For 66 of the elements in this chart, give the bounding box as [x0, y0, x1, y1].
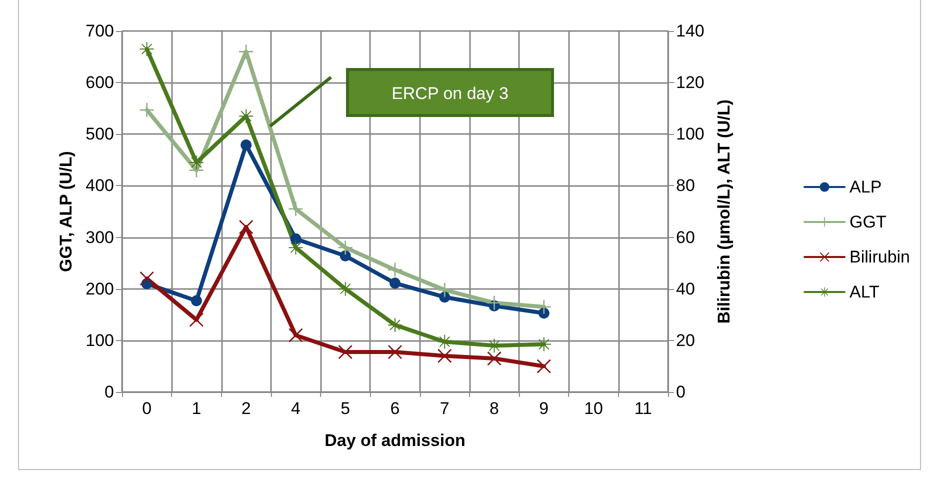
point [439, 292, 450, 303]
point [536, 337, 551, 352]
x-tick-label: 5 [340, 399, 350, 418]
x-tick-label: 2 [241, 399, 251, 418]
x-tick-label: 6 [390, 399, 400, 418]
y-tick-label: 100 [86, 330, 114, 350]
y2-axis-title: Bilirubin (µmol/L), ALT (U/L) [714, 99, 734, 324]
point [438, 348, 452, 363]
point [189, 156, 204, 170]
x-axis-title: Day of admission [324, 431, 466, 450]
point [239, 220, 254, 234]
x-tick-label: 1 [192, 399, 202, 418]
point [290, 233, 302, 244]
point [536, 359, 551, 374]
point [190, 295, 202, 306]
point [487, 296, 502, 310]
point [388, 345, 402, 360]
x-tick-label: 11 [634, 399, 652, 418]
y2-tick-label: 20 [676, 330, 695, 350]
point [140, 42, 154, 56]
point [388, 318, 402, 332]
y-tick-label: 200 [86, 279, 114, 298]
y2-tick-label: 60 [676, 228, 695, 247]
point [487, 338, 502, 353]
point [288, 328, 303, 342]
y-tick-label: 0 [104, 382, 114, 402]
point [390, 278, 400, 289]
y2-tick-label: 120 [676, 73, 704, 92]
y-tick-label: 700 [86, 22, 114, 40]
point [239, 44, 254, 59]
point [140, 102, 154, 117]
point [239, 109, 254, 124]
x-tick-label: 9 [539, 399, 549, 418]
x-tick-label: 0 [142, 399, 152, 418]
point [189, 312, 204, 327]
y-tick-label: 600 [86, 73, 114, 92]
y-axis-title: GGT, ALP (U/L) [56, 151, 76, 272]
y2-tick-label: 0 [676, 382, 686, 402]
point [438, 282, 452, 297]
x-tick-label: 8 [490, 399, 500, 418]
point [340, 250, 351, 262]
x-tick-label: 7 [440, 399, 450, 418]
y-tick-label: 500 [86, 124, 114, 144]
point [388, 262, 402, 277]
y-tick-label: 300 [86, 228, 114, 247]
point [240, 139, 252, 150]
point [338, 345, 352, 360]
annotation: ERCP on day 3 [392, 84, 508, 103]
x-tick-label: 10 [584, 399, 604, 418]
point [288, 202, 303, 216]
legend-label: ALP [850, 178, 882, 196]
legend-label: GGT [850, 212, 886, 232]
y2-tick-label: 100 [676, 124, 704, 144]
y2-tick-label: 140 [676, 22, 704, 40]
y-tick-label: 400 [86, 176, 114, 196]
y2-tick-label: 40 [676, 279, 695, 298]
point [487, 351, 502, 366]
y2-tick-label: 80 [676, 176, 695, 196]
point [338, 282, 352, 296]
point [338, 240, 352, 255]
legend-label: Bilirubin [850, 248, 910, 266]
point [438, 334, 452, 349]
legend-label: ALT [850, 282, 880, 302]
point [140, 272, 154, 286]
point [288, 240, 303, 255]
x-tick-label: 4 [290, 399, 300, 418]
